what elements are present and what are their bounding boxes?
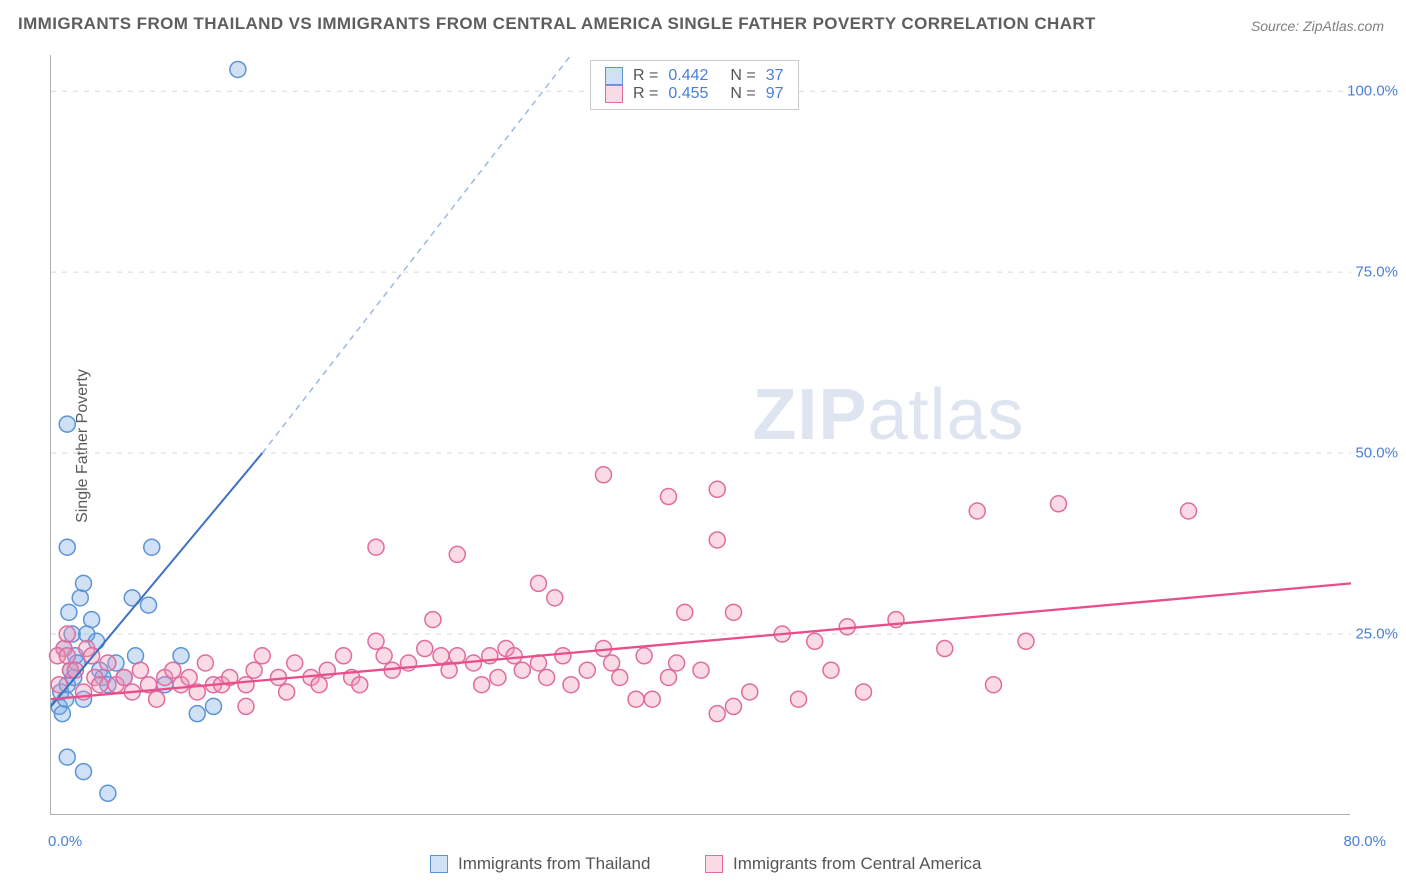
bottom-legend-label-central-america: Immigrants from Central America (733, 854, 981, 874)
swatch-thailand (605, 67, 623, 85)
legend-row-thailand: R = 0.442 N = 37 (605, 67, 784, 85)
correlation-legend: R = 0.442 N = 37 R = 0.455 N = 97 (590, 60, 799, 110)
x-tick-min: 0.0% (48, 833, 82, 850)
swatch-central-america-icon (705, 855, 723, 873)
legend-r-value-thailand: 0.442 (668, 67, 708, 85)
legend-r-label: R = (633, 67, 658, 85)
y-tick-label: 100.0% (1347, 83, 1398, 100)
legend-n-label: N = (730, 67, 755, 85)
legend-row-central-america: R = 0.455 N = 97 (605, 85, 784, 103)
source-attribution: Source: ZipAtlas.com (1251, 18, 1384, 34)
legend-n-label: N = (730, 85, 755, 103)
legend-r-label: R = (633, 85, 658, 103)
chart-svg (51, 55, 1350, 814)
legend-n-value-thailand: 37 (766, 67, 784, 85)
y-tick-label: 50.0% (1355, 445, 1398, 462)
legend-n-value-central-america: 97 (766, 85, 784, 103)
bottom-legend-label-thailand: Immigrants from Thailand (458, 854, 650, 874)
y-tick-label: 75.0% (1355, 264, 1398, 281)
plot-area: ZIPatlas (50, 55, 1350, 815)
chart-title: IMMIGRANTS FROM THAILAND VS IMMIGRANTS F… (18, 14, 1096, 34)
x-tick-max: 80.0% (1343, 833, 1386, 850)
swatch-thailand-icon (430, 855, 448, 873)
bottom-legend-central-america: Immigrants from Central America (705, 854, 981, 874)
swatch-central-america (605, 85, 623, 103)
bottom-legend-thailand: Immigrants from Thailand (430, 854, 650, 874)
legend-r-value-central-america: 0.455 (668, 85, 708, 103)
y-tick-label: 25.0% (1355, 626, 1398, 643)
